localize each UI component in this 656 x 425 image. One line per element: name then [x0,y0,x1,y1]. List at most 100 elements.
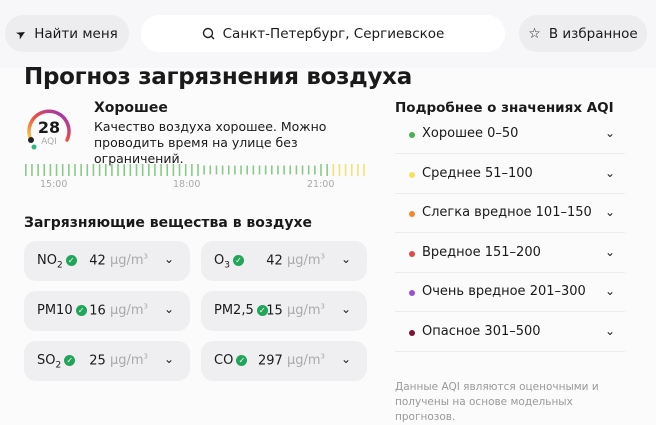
timeline-tick[interactable] [215,165,218,175]
chevron-down-icon[interactable]: ⌄ [163,302,174,316]
aqi-level-item[interactable]: Хорошее 0–50 ⌄ [395,115,625,154]
forecast-timeline[interactable] [24,163,370,177]
timeline-tick[interactable] [258,165,261,175]
timeline-tick[interactable] [289,165,292,175]
timeline-tick[interactable] [104,164,107,176]
search-icon [202,27,215,40]
pollutant-value: 16 μg/m3 [89,303,148,319]
aqi-level-item[interactable]: Слегка вредное 101–150 ⌄ [395,194,625,233]
search-input[interactable]: Санкт-Петербург, Сергиевское [141,15,505,52]
timeline-tick[interactable] [301,165,304,175]
timeline-tick[interactable] [221,165,224,175]
timeline-tick[interactable] [178,164,181,176]
aqi-gauge [27,109,71,150]
aqi-level-item[interactable]: Опасное 301–500 ⌄ [395,313,625,352]
chevron-down-icon[interactable]: ⌄ [340,352,351,366]
timeline-tick[interactable] [307,165,310,175]
timeline-tick[interactable] [197,164,199,176]
timeline-tick[interactable] [117,164,119,176]
timeline-tick[interactable] [246,165,248,175]
timeline-tick[interactable] [277,165,279,175]
level-label: Опасное 301–500 [422,323,541,339]
timeline-tick[interactable] [320,164,322,176]
timeline-tick[interactable] [283,165,285,175]
timeline-tick[interactable] [80,164,82,176]
pollutant-card[interactable]: PM10 ✓ 16 μg/m3 ⌄ [24,291,190,331]
timeline-tick[interactable] [74,164,76,176]
pollutant-value: 42 μg/m3 [266,253,325,269]
chevron-down-icon[interactable]: ⌄ [163,352,174,366]
timeline-tick[interactable] [55,164,58,176]
timeline-tick[interactable] [135,164,138,176]
timeline-tick[interactable] [160,164,162,176]
chevron-down-icon[interactable]: ⌄ [340,302,351,316]
timeline-tick[interactable] [332,164,335,176]
add-favorite-button[interactable]: ☆ В избранное [519,15,647,52]
timeline-tick[interactable] [86,164,89,176]
timeline-tick[interactable] [326,164,328,176]
timeline-tick[interactable] [43,164,46,176]
chevron-down-icon: ⌄ [604,205,615,219]
timeline-tick[interactable] [123,164,125,176]
timeline-label: 15:00 [40,179,68,190]
timeline-tick[interactable] [98,164,101,176]
find-me-button[interactable]: ➤ Найти меня [5,15,129,52]
timeline-tick[interactable] [350,164,353,176]
timeline-tick[interactable] [148,164,150,176]
timeline-tick[interactable] [184,164,187,176]
timeline-tick[interactable] [92,164,95,176]
aqi-level-item[interactable]: Очень вредное 201–300 ⌄ [395,273,625,312]
level-dot-icon [409,290,415,296]
pollutant-card[interactable]: O3✓ 42 μg/m3 ⌄ [201,241,367,281]
timeline-tick[interactable] [252,165,255,175]
chevron-down-icon[interactable]: ⌄ [163,252,174,266]
level-dot-icon [409,132,415,138]
timeline-tick[interactable] [227,165,230,175]
pollutant-card[interactable]: SO2✓ 25 μg/m3 ⌄ [24,341,190,381]
timeline-tick[interactable] [25,164,27,176]
pollutant-name: PM10 ✓ [37,303,87,321]
timeline-tick[interactable] [141,164,144,176]
location-arrow-icon: ➤ [13,24,30,43]
timeline-tick[interactable] [357,164,359,176]
timeline-tick[interactable] [363,164,365,176]
page-title: Прогноз загрязнения воздуха [24,64,412,90]
pollutant-value: 42 μg/m3 [89,253,148,269]
pollutant-card[interactable]: PM2,5 ✓ 15 μg/m3 ⌄ [201,291,367,331]
timeline-tick[interactable] [209,165,212,175]
timeline-tick[interactable] [234,165,236,175]
pollutant-card[interactable]: CO ✓ 297 μg/m3 ⌄ [201,341,367,381]
timeline-tick[interactable] [172,164,175,176]
timeline-tick[interactable] [314,165,316,175]
timeline-tick[interactable] [37,164,39,176]
aqi-label: AQI [41,137,57,147]
level-label: Очень вредное 201–300 [422,284,586,299]
level-dot-icon [409,250,415,257]
timeline-tick[interactable] [203,165,205,175]
chevron-down-icon[interactable]: ⌄ [340,252,351,266]
timeline-tick[interactable] [68,164,70,176]
timeline-tick[interactable] [31,164,33,176]
timeline-tick[interactable] [61,164,64,176]
pollutant-card[interactable]: NO2✓ 42 μg/m3 ⌄ [24,241,190,281]
check-icon: ✓ [75,305,87,316]
timeline-tick[interactable] [166,164,169,176]
timeline-tick[interactable] [49,164,52,176]
timeline-tick[interactable] [240,165,242,175]
aqi-level-item[interactable]: Вредное 151–200 ⌄ [395,234,625,273]
timeline-tick[interactable] [191,164,193,176]
timeline-tick[interactable] [264,165,267,175]
timeline-tick[interactable] [344,164,347,176]
timeline-tick[interactable] [338,164,341,176]
pollutants-title: Загрязняющие вещества в воздухе [24,215,313,231]
chevron-down-icon: ⌄ [604,284,615,298]
timeline-tick[interactable] [295,165,298,175]
aqi-level-item[interactable]: Среднее 51–100 ⌄ [395,155,625,194]
pollutant-value: 297 μg/m3 [257,353,325,369]
timeline-tick[interactable] [129,164,132,176]
pollutant-value: 15 μg/m3 [266,303,325,319]
timeline-tick[interactable] [111,164,113,176]
timeline-tick[interactable] [154,164,156,176]
timeline-tick[interactable] [271,165,273,175]
air-status: Хорошее [94,100,168,116]
